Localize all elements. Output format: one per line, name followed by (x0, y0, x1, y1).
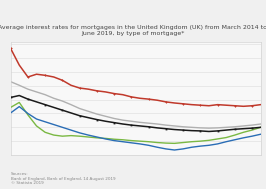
Text: Average interest rates for mortgages in the United Kingdom (UK) from March 2014 : Average interest rates for mortgages in … (0, 25, 266, 36)
Text: Sources:
Bank of England, Bank of England, 14 August 2019
© Statista 2019: Sources: Bank of England, Bank of Englan… (11, 172, 115, 185)
